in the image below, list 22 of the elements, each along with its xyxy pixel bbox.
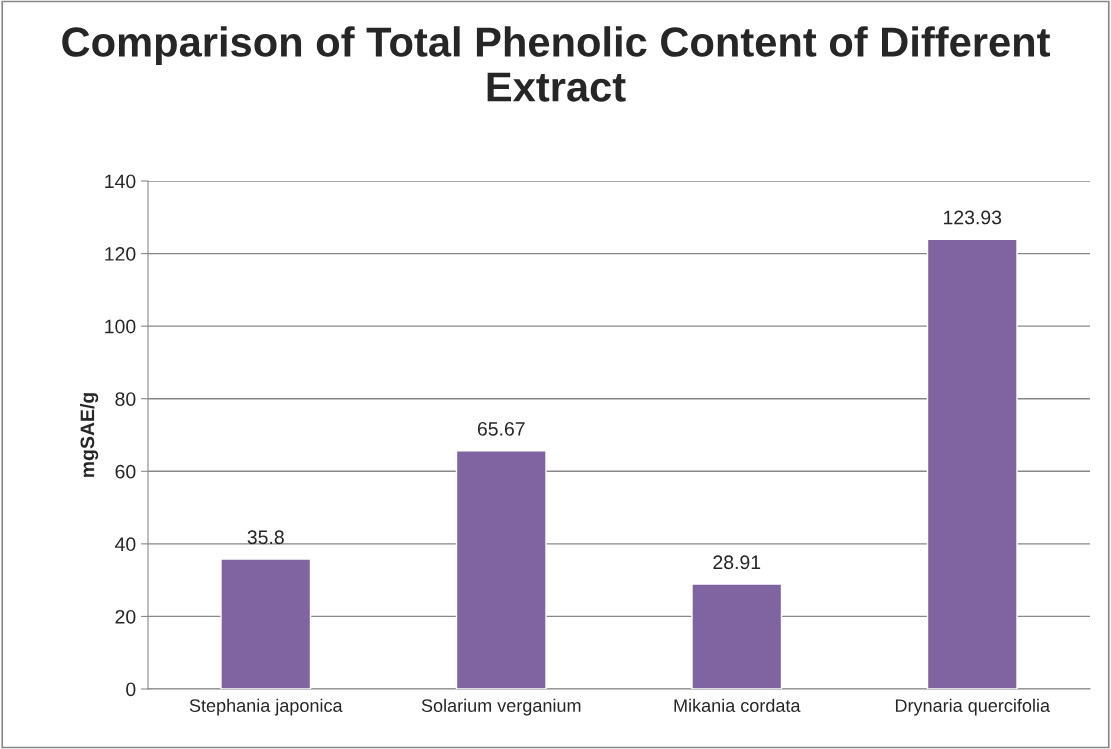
x-tick-label: Mikania cordata [674, 698, 801, 712]
bar [455, 450, 547, 689]
x-tick-label: Stephania japonica [189, 698, 343, 716]
y-axis-title: mgSAE/g [79, 393, 99, 477]
data-label: 28.91 [713, 555, 761, 570]
x-tick-label: Solarium verganium [421, 698, 581, 716]
y-tick-label: 100 [105, 319, 136, 334]
x-tick-label: Drynaria quercifolia [895, 698, 1051, 716]
bar [691, 583, 783, 689]
data-label: 65.67 [477, 421, 525, 436]
bar [926, 238, 1018, 689]
data-label: 35.8 [247, 530, 284, 545]
chart-title: Comparison of Total Phenolic Content of Different Extract [62, 26, 1051, 102]
data-label: 123.93 [944, 210, 1002, 225]
bar [220, 558, 312, 689]
y-tick-label: 20 [115, 609, 136, 624]
y-tick-label: 0 [126, 682, 136, 697]
y-tick-label: 60 [115, 464, 136, 479]
y-tick-label: 40 [115, 537, 136, 552]
y-tick-label: 80 [115, 392, 136, 406]
y-tick-label: 140 [105, 174, 136, 189]
y-tick-label: 120 [105, 247, 136, 261]
